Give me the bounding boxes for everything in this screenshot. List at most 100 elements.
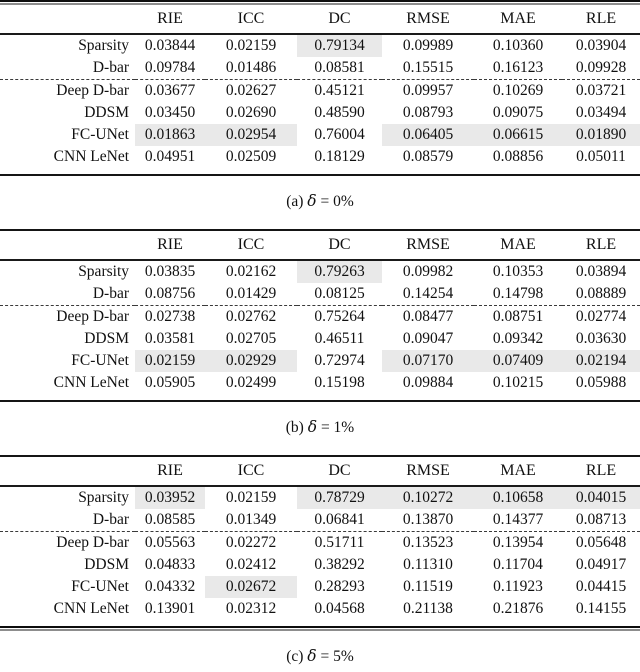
metric-value-cell: 0.10272 [382, 486, 474, 509]
metric-value-cell: 0.03450 [144, 104, 196, 121]
metric-value-cell: 0.03581 [144, 330, 196, 347]
metric-value-cell: 0.03721 [562, 79, 640, 102]
metric-value-cell: 0.04833 [144, 556, 196, 573]
corner-cell [0, 5, 135, 34]
metric-value-cell: 0.03894 [575, 263, 627, 280]
table-row: Sparsity 0.03844 0.02159 0.79134 0.09989 0.10… [0, 34, 640, 57]
metric-value-cell: 0.10360 [492, 37, 544, 54]
metric-value-cell: 0.46511 [314, 330, 365, 347]
column-header-rie: RIE [157, 10, 183, 27]
metrics-table-a: RIE ICC DC RMSE MAE RLE Sparsity 0.03844 0.0215… [0, 5, 640, 168]
metric-value-cell: 0.08125 [314, 285, 365, 302]
metric-value-cell: 0.05563 [135, 531, 205, 554]
metric-value-cell: 0.02272 [205, 531, 297, 554]
metric-value-cell: 0.02929 [205, 350, 297, 372]
metric-value-cell: 0.02774 [562, 305, 640, 328]
column-header-rmse: RMSE [406, 10, 450, 27]
metric-value-cell: 0.14377 [492, 511, 544, 528]
metric-value-cell: 0.03494 [575, 104, 627, 121]
table-row: FC-UNet 0.01863 0.02954 0.76004 0.06405 0.066… [0, 124, 640, 146]
metric-value-cell: 0.76004 [314, 126, 365, 143]
top-rule [0, 0, 640, 5]
row-label: DDSM [84, 104, 129, 121]
table-row: FC-UNet 0.04332 0.02672 0.28293 0.11519 0.119… [0, 576, 640, 598]
table-row: DDSM 0.03581 0.02705 0.46511 0.09047 0.09342 0… [0, 328, 640, 350]
metric-value-cell: 0.14798 [492, 285, 544, 302]
caption-value: = 1% [320, 419, 355, 436]
delta-symbol: δ [307, 418, 318, 436]
metric-value-cell: 0.18129 [314, 148, 365, 165]
table-header: RIE ICC DC RMSE MAE RLE [0, 5, 640, 34]
bottom-rule [0, 400, 640, 402]
table-body: Sparsity 0.03952 0.02159 0.78729 0.10272 0.10… [0, 486, 640, 620]
metric-value-cell: 0.08889 [575, 285, 627, 302]
table-section-c: RIE ICC DC RMSE MAE RLE Sparsity 0.03952 0.0215… [0, 455, 640, 667]
metric-value-cell: 0.05011 [576, 148, 626, 165]
metric-value-cell: 0.13901 [144, 600, 196, 617]
column-header-dc: DC [328, 10, 351, 27]
row-label: FC-UNet [71, 352, 129, 369]
metric-value-cell: 0.28293 [314, 578, 365, 595]
row-label: Deep D-bar [0, 79, 135, 102]
column-header-rmse: RMSE [406, 462, 450, 479]
metric-value-cell: 0.14155 [575, 600, 627, 617]
column-header-rle: RLE [585, 462, 617, 479]
metric-value-cell: 0.01890 [562, 124, 640, 146]
metric-value-cell: 0.09784 [144, 59, 196, 76]
metric-value-cell: 0.04568 [314, 600, 365, 617]
metrics-table-b: RIE ICC DC RMSE MAE RLE Sparsity 0.03835 0.0216… [0, 231, 640, 394]
metric-value-cell: 0.03904 [575, 37, 627, 54]
metric-value-cell: 0.06405 [382, 124, 474, 146]
metric-value-cell: 0.08579 [402, 148, 454, 165]
table-section-b: RIE ICC DC RMSE MAE RLE Sparsity 0.03835 0.0216… [0, 229, 640, 438]
metric-value-cell: 0.09342 [492, 330, 544, 347]
metric-value-cell: 0.04015 [562, 486, 640, 509]
metric-value-cell: 0.02762 [205, 305, 297, 328]
row-label: D-bar [92, 285, 129, 302]
bottom-rule [0, 626, 640, 631]
metric-value-cell: 0.48590 [314, 104, 365, 121]
metric-value-cell: 0.13870 [402, 511, 454, 528]
metric-value-cell: 0.10215 [492, 374, 544, 391]
row-label: DDSM [84, 330, 129, 347]
column-header-mae: MAE [500, 462, 536, 479]
metric-value-cell: 0.72974 [314, 352, 365, 369]
metric-value-cell: 0.07409 [474, 350, 562, 372]
row-label: CNN LeNet [53, 148, 129, 165]
metric-value-cell: 0.21876 [492, 600, 544, 617]
table-row: D-bar 0.08585 0.01349 0.06841 0.13870 0.14377… [0, 509, 640, 532]
metric-value-cell: 0.14254 [402, 285, 454, 302]
row-label: D-bar [92, 59, 129, 76]
metric-value-cell: 0.08477 [382, 305, 474, 328]
metric-value-cell: 0.01429 [225, 285, 277, 302]
table-row: Deep D-bar 0.02738 0.02762 0.75264 0.08477 0.… [0, 305, 640, 328]
row-label: D-bar [92, 511, 129, 528]
metric-value-cell: 0.02705 [225, 330, 277, 347]
metric-value-cell: 0.08713 [575, 511, 627, 528]
metric-value-cell: 0.02159 [135, 350, 205, 372]
column-header-icc: ICC [237, 236, 265, 253]
table-row: CNN LeNet 0.05905 0.02499 0.15198 0.09884 0.1… [0, 372, 640, 394]
table-section-a: RIE ICC DC RMSE MAE RLE Sparsity 0.03844 0.0215… [0, 0, 640, 212]
metric-value-cell: 0.05988 [575, 374, 627, 391]
row-label: Sparsity [78, 37, 129, 54]
caption-value: = 5% [320, 648, 354, 665]
delta-symbol: δ [307, 192, 317, 210]
table-header: RIE ICC DC RMSE MAE RLE [0, 457, 640, 486]
metric-value-cell: 0.02672 [205, 576, 297, 598]
metric-value-cell: 0.10269 [474, 79, 562, 102]
column-header-rmse: RMSE [406, 236, 450, 253]
column-header-rle: RLE [585, 10, 617, 27]
metric-value-cell: 0.09957 [382, 79, 474, 102]
metric-value-cell: 0.38292 [314, 556, 365, 573]
row-label: FC-UNet [71, 578, 129, 595]
metric-value-cell: 0.16123 [492, 59, 544, 76]
metric-value-cell: 0.09884 [402, 374, 454, 391]
column-header-rie: RIE [157, 236, 183, 253]
column-header-icc: ICC [237, 10, 265, 27]
column-header-icc: ICC [237, 462, 265, 479]
metric-value-cell: 0.02499 [225, 374, 277, 391]
metric-value-cell: 0.09928 [575, 59, 627, 76]
row-label: Deep D-bar [0, 531, 135, 554]
